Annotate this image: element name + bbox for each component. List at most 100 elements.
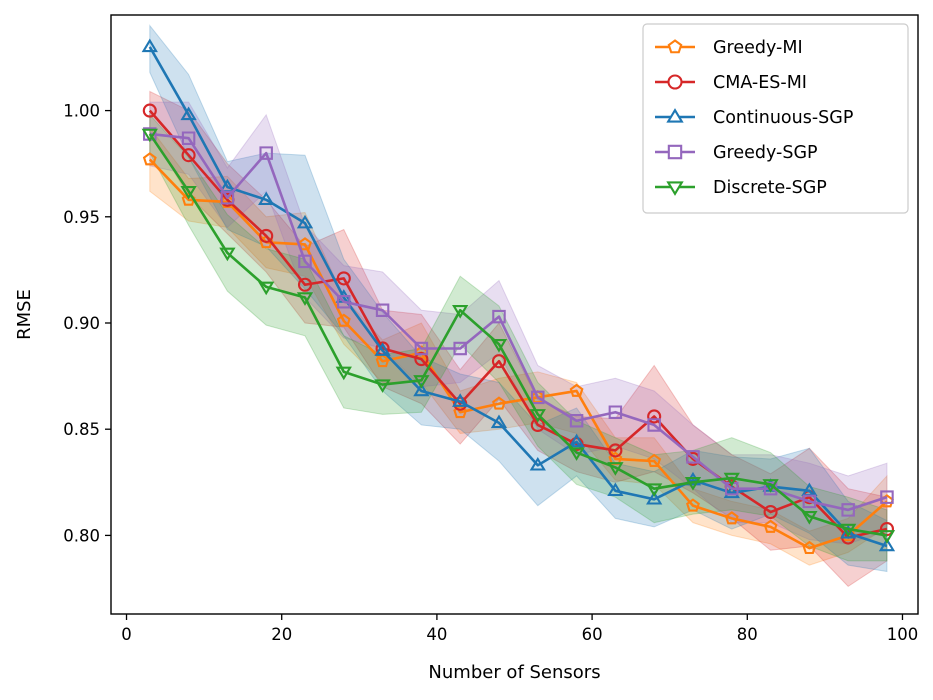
point-greedy-sgp (569, 413, 584, 428)
x-tick-label: 40 (426, 625, 447, 644)
point-greedy-sgp (647, 418, 661, 432)
point-cma-es-mi (259, 228, 274, 243)
point-greedy-sgp (337, 295, 351, 309)
legend-item-continuous-sgp: Continuous-SGP (655, 108, 853, 128)
point-greedy-sgp (181, 131, 196, 145)
point-continuous-sgp (452, 393, 469, 407)
y-tick-label: 0.90 (63, 314, 100, 333)
point-greedy-sgp (531, 390, 545, 405)
legend-label: Greedy-SGP (713, 143, 818, 163)
legend-label: CMA-ES-MI (713, 73, 807, 93)
legend-item-greedy-mi: Greedy-MI (655, 38, 803, 58)
point-greedy-sgp (220, 190, 235, 205)
legend: Greedy-MI CMA-ES-MI Continuous-SGP Greedy-S… (642, 23, 909, 214)
point-cma-es-mi (336, 271, 351, 286)
point-greedy-sgp (880, 490, 894, 504)
y-tick-label: 0.85 (63, 420, 100, 439)
point-greedy-sgp (414, 341, 429, 356)
legend-box (642, 23, 909, 214)
y-tick-label: 0.80 (63, 526, 100, 545)
legend-label: Discrete-SGP (713, 178, 827, 198)
point-discrete-sgp (452, 305, 469, 319)
series-greedy-sgp (143, 127, 894, 517)
point-greedy-mi (724, 511, 739, 525)
point-discrete-sgp (490, 338, 508, 353)
legend-marker (666, 181, 684, 196)
point-discrete-sgp (296, 292, 314, 306)
x-tick-label: 80 (737, 625, 758, 644)
point-greedy-mi (492, 396, 506, 410)
point-discrete-sgp (568, 447, 585, 461)
legend-marker (667, 74, 683, 90)
series-discrete-sgp (141, 128, 896, 544)
point-greedy-mi (686, 498, 700, 512)
point-continuous-sgp (646, 490, 663, 505)
x-tick-label: 60 (582, 625, 603, 644)
point-discrete-sgp (878, 530, 896, 544)
point-cma-es-mi (181, 148, 196, 163)
point-discrete-sgp (723, 472, 740, 487)
point-greedy-sgp (143, 127, 157, 141)
legend-marker (666, 108, 684, 123)
point-greedy-mi (647, 453, 662, 467)
point-greedy-mi (142, 152, 157, 166)
point-greedy-mi (298, 237, 312, 251)
point-discrete-sgp (762, 479, 779, 493)
legend-label: Greedy-MI (713, 38, 803, 58)
point-greedy-sgp (763, 481, 778, 496)
point-greedy-mi (569, 383, 584, 397)
legend-item-discrete-sgp: Discrete-SGP (655, 178, 827, 198)
x-tick-label: 20 (271, 625, 292, 644)
point-continuous-sgp (723, 484, 740, 499)
point-discrete-sgp (646, 483, 663, 498)
point-discrete-sgp (607, 462, 624, 476)
legend-label: Continuous-SGP (713, 108, 853, 128)
point-continuous-sgp (180, 106, 197, 121)
y-tick-label: 1.00 (63, 102, 100, 121)
point-discrete-sgp (258, 281, 275, 296)
point-greedy-sgp (492, 309, 506, 324)
point-greedy-mi (375, 353, 390, 368)
point-continuous-sgp (296, 214, 314, 229)
point-greedy-sgp (259, 146, 273, 160)
point-greedy-sgp (298, 254, 312, 269)
point-continuous-sgp (374, 342, 391, 356)
point-greedy-mi (453, 404, 468, 419)
point-greedy-mi (763, 519, 778, 533)
band-greedy-mi (149, 126, 888, 566)
line-discrete-sgp (148, 133, 888, 537)
plot-frame (110, 14, 919, 615)
y-axis-label: RMSE (14, 289, 35, 340)
point-discrete-sgp (413, 375, 430, 389)
point-cma-es-mi (530, 417, 545, 432)
point-continuous-sgp (568, 433, 585, 448)
legend-item-cma-es-mi: CMA-ES-MI (655, 73, 807, 93)
point-continuous-sgp (141, 38, 158, 53)
point-greedy-sgp (841, 503, 855, 517)
point-cma-es-mi (142, 103, 157, 118)
point-discrete-sgp (684, 477, 702, 491)
point-cma-es-mi (647, 409, 662, 424)
point-greedy-sgp (802, 494, 817, 509)
point-discrete-sgp (335, 366, 352, 381)
point-greedy-mi (336, 313, 351, 327)
point-greedy-sgp (453, 341, 467, 356)
line-cma-es-mi (148, 109, 888, 539)
point-continuous-sgp (258, 191, 275, 206)
point-continuous-sgp (413, 382, 430, 397)
legend-marker (667, 39, 683, 54)
x-axis-label: Number of Sensors (428, 662, 600, 683)
point-cma-es-mi (297, 277, 313, 292)
point-greedy-sgp (686, 450, 700, 464)
band-cma-es-mi (149, 90, 888, 588)
y-tick-label: 0.95 (63, 208, 100, 227)
point-continuous-sgp (840, 524, 857, 539)
point-continuous-sgp (490, 414, 508, 429)
point-cma-es-mi (491, 354, 507, 369)
point-continuous-sgp (529, 456, 546, 471)
point-discrete-sgp (840, 523, 857, 538)
point-greedy-sgp (608, 405, 623, 419)
point-cma-es-mi (763, 505, 778, 520)
axes: 0 20 40 60 80 100 0.80 0.85 0.90 0.95 1.00 (63, 14, 919, 644)
